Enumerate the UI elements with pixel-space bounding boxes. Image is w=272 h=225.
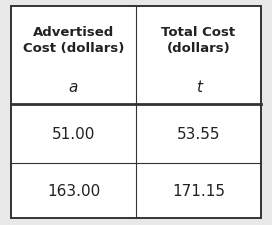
- Text: 171.15: 171.15: [172, 183, 225, 198]
- Text: 51.00: 51.00: [52, 126, 95, 141]
- Bar: [11, 7, 136, 105]
- Bar: [136, 163, 261, 218]
- Text: 163.00: 163.00: [47, 183, 100, 198]
- Bar: [11, 163, 136, 218]
- Bar: [136, 105, 261, 163]
- Text: Advertised
Cost (dollars): Advertised Cost (dollars): [23, 25, 124, 54]
- Bar: [136, 7, 261, 105]
- Text: t: t: [196, 80, 202, 95]
- Text: Total Cost
(dollars): Total Cost (dollars): [162, 25, 236, 54]
- Bar: [11, 105, 136, 163]
- Text: a: a: [69, 80, 78, 95]
- Text: 53.55: 53.55: [177, 126, 220, 141]
